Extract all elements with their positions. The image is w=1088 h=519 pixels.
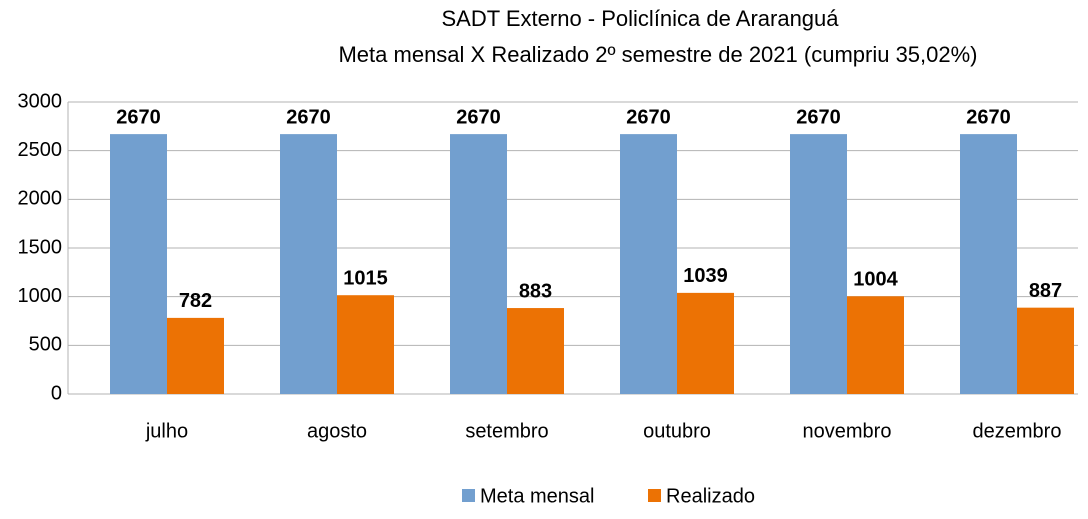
bar	[960, 134, 1017, 394]
y-tick-label: 1500	[18, 236, 63, 258]
y-tick-label: 1000	[18, 285, 63, 307]
legend-swatch	[648, 489, 661, 502]
chart-subtitle: Meta mensal X Realizado 2º semestre de 2…	[338, 42, 977, 67]
bar	[620, 134, 677, 394]
x-tick-label: setembro	[465, 420, 548, 442]
data-label: 782	[179, 290, 212, 312]
bar	[790, 134, 847, 394]
bar	[110, 134, 167, 394]
data-label: 1039	[683, 265, 728, 287]
x-tick-label: dezembro	[973, 420, 1062, 442]
bar	[507, 308, 564, 394]
bar	[167, 317, 224, 394]
legend-label: Meta mensal	[480, 485, 595, 507]
data-label: 2670	[796, 106, 841, 128]
y-tick-label: 2500	[18, 139, 63, 161]
y-tick-label: 0	[51, 382, 62, 404]
data-label: 1015	[343, 267, 388, 289]
x-tick-label: agosto	[307, 420, 367, 442]
bar	[450, 134, 507, 394]
y-tick-label: 500	[29, 334, 62, 356]
data-label: 1004	[853, 269, 898, 291]
data-label: 2670	[456, 106, 501, 128]
legend-swatch	[462, 489, 475, 502]
bar	[1017, 307, 1074, 394]
legend-label: Realizado	[666, 485, 755, 507]
chart-title: SADT Externo - Policlínica de Araranguá	[441, 6, 839, 31]
bar	[847, 296, 904, 394]
data-label: 2670	[286, 106, 331, 128]
y-tick-label: 2000	[18, 188, 63, 210]
x-tick-label: outubro	[643, 420, 711, 442]
x-tick-label: novembro	[803, 420, 892, 442]
bar	[280, 134, 337, 394]
data-label: 2670	[966, 106, 1011, 128]
data-label: 2670	[116, 106, 161, 128]
bar	[677, 292, 734, 394]
data-label: 883	[519, 280, 552, 302]
y-tick-label: 3000	[18, 90, 63, 112]
bar	[337, 295, 394, 394]
data-label: 2670	[626, 106, 671, 128]
x-tick-label: julho	[145, 420, 188, 442]
data-label: 887	[1029, 280, 1062, 302]
